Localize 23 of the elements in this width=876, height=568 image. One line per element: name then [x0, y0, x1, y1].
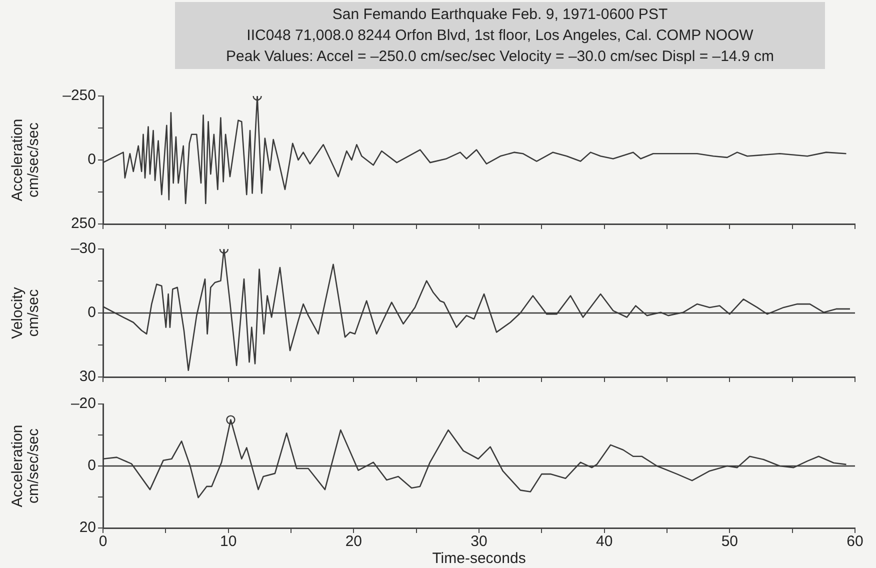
x-tick-label: 50 — [721, 533, 738, 550]
y-tick-label: 30 — [79, 368, 96, 386]
chart-title: San Femando Earthquake Feb. 9, 1971-0600 PST — [331, 5, 669, 25]
y-axis-title: Acceleration cm/sec/sec — [9, 424, 42, 508]
y-tick-label: 250 — [70, 215, 96, 232]
y-tick-label: –20 — [70, 395, 96, 412]
x-tick-label: 30 — [470, 533, 488, 550]
chart-subtitle: IIC048 71,008.0 8244 Orfon Blvd, 1st floor, Los Angeles, Cal. COMP NOOW — [246, 26, 754, 46]
text: Peak Values: Accel = –250.0 cm/sec/sec Velocity = –30.0 cm/sec Displ = –14.9 cm — [225, 47, 775, 67]
y-tick-label: 20 — [79, 519, 96, 536]
x-tick-label: 10 — [220, 533, 237, 550]
y-tick-label: 0 — [88, 457, 96, 474]
y-tick-label: 0 — [88, 304, 96, 322]
x-tick-label: 0 — [98, 533, 108, 550]
x-tick-label: 40 — [596, 533, 613, 550]
x-tick-label: 60 — [846, 533, 864, 550]
y-axis-title: Acceleration cm/sec/sec — [9, 118, 42, 202]
x-tick-label: 20 — [345, 533, 362, 550]
y-tick-label: 0 — [88, 151, 96, 168]
y-tick-label: –30 — [70, 240, 96, 258]
y-tick-label: –250 — [62, 87, 96, 104]
x-axis-title: Time-seconds — [432, 550, 526, 568]
y-axis-title: Velocity cm/sec — [9, 286, 42, 339]
